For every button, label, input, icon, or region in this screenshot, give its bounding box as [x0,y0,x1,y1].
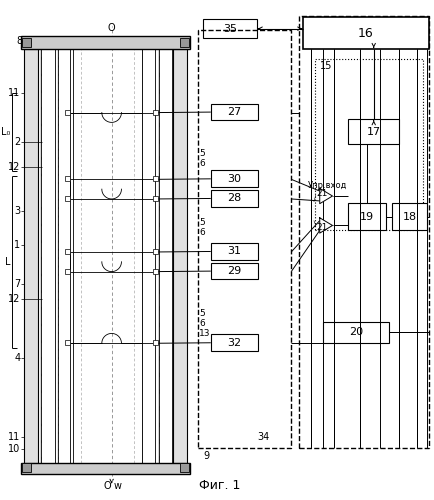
Bar [21,463,190,474]
Bar [299,16,428,448]
Text: 2: 2 [14,137,20,147]
Text: 6: 6 [198,159,204,168]
Text: 12: 12 [8,162,20,172]
Bar [142,49,155,463]
Text: 5: 5 [198,218,204,227]
Text: 27: 27 [227,107,241,117]
Text: 13: 13 [198,329,210,338]
Text: Фиг. 1: Фиг. 1 [198,479,240,492]
Bar [180,38,189,47]
Bar [22,463,31,472]
Bar [152,249,158,254]
Text: 5: 5 [198,310,204,318]
Bar [66,176,70,182]
Text: 18: 18 [401,212,416,222]
Bar [66,196,70,201]
Text: 21: 21 [316,188,327,198]
Bar [58,49,70,463]
Polygon shape [319,188,332,204]
Text: 8: 8 [16,36,22,46]
Text: w: w [113,480,121,490]
Text: 17: 17 [366,126,380,136]
Bar [66,110,70,114]
Bar [302,18,428,49]
Text: 7: 7 [14,280,20,289]
Bar [152,340,158,345]
Bar [158,49,172,463]
Bar [180,463,189,472]
Text: 35: 35 [222,24,237,34]
Bar [210,334,257,351]
Text: 29: 29 [227,266,241,276]
Bar [21,36,190,49]
Text: 1: 1 [14,240,20,250]
Bar [58,49,70,463]
Bar [322,322,388,344]
Bar [66,249,70,254]
Bar [197,30,291,448]
Text: 28: 28 [227,194,241,203]
Bar [210,170,257,187]
Text: 15: 15 [320,62,332,72]
Bar [66,340,70,345]
Text: 4: 4 [14,353,20,363]
Bar [152,196,158,201]
Text: 16: 16 [357,26,373,40]
Bar [158,49,172,463]
Text: Упр.вход: Упр.вход [307,180,346,190]
Bar [41,49,55,463]
Bar [24,49,38,463]
Text: 30: 30 [227,174,241,184]
Text: 31: 31 [227,246,241,256]
Bar [41,49,55,463]
Bar [210,104,257,120]
Bar [347,203,385,230]
Text: L: L [5,258,10,268]
Bar [210,190,257,207]
Bar [391,203,426,230]
Bar [314,58,422,230]
Text: 10: 10 [8,444,20,454]
Text: 32: 32 [227,338,241,348]
Text: 6: 6 [198,319,204,328]
Text: 34: 34 [256,432,269,442]
Bar [66,268,70,274]
Bar [210,263,257,280]
Bar [142,49,155,463]
Bar [202,20,256,38]
Text: 9: 9 [202,451,209,461]
Bar [347,120,398,144]
Text: 12: 12 [8,294,20,304]
Text: 3: 3 [14,206,20,216]
Bar [210,243,257,260]
Bar [73,49,142,463]
Bar [152,268,158,274]
Text: 6: 6 [198,228,204,237]
Text: 5: 5 [198,150,204,158]
Polygon shape [319,218,332,233]
Text: 19: 19 [359,212,373,222]
Text: 21: 21 [316,223,327,232]
Bar [152,176,158,182]
Text: 11: 11 [8,432,20,442]
Bar [22,38,31,47]
Text: L₀: L₀ [1,127,10,137]
Text: O: O [108,23,115,33]
Bar [152,110,158,114]
Text: 20: 20 [348,328,362,338]
Bar [173,49,187,463]
Text: O: O [104,480,111,490]
Text: 11: 11 [8,88,20,98]
